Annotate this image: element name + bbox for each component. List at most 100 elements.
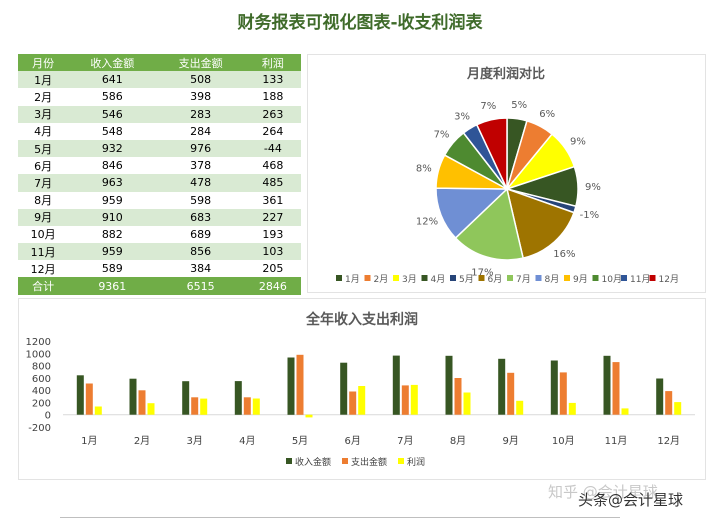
table-row: 11月 959 856 103 [18,243,301,261]
cell-month: 1月 [18,71,69,89]
cell-income: 846 [68,157,157,175]
divider [60,517,620,518]
table-row: 10月 882 689 193 [18,225,301,244]
bar [559,372,567,415]
x-tick-label: 9月 [503,435,519,447]
pie-legend-swatch [364,275,371,281]
bar [445,355,453,415]
cell-month: 2月 [18,88,69,106]
cell-income: 959 [68,243,157,261]
cell-income: 882 [68,225,157,244]
header-income: 收入金额 [68,54,157,72]
bar [252,398,260,415]
pie-legend-label: 2月 [374,274,389,285]
x-tick-label: 10月 [552,435,575,447]
cell-profit: 264 [244,122,301,140]
bar [234,381,242,415]
cell-income: 546 [68,105,157,123]
x-tick-label: 3月 [187,435,203,447]
total-profit: 2846 [244,277,301,295]
x-tick-label: 1月 [81,435,97,447]
cell-month: 4月 [18,122,69,140]
cell-month: 11月 [18,243,69,261]
bar [612,362,620,415]
table-row: 4月 548 284 264 [18,122,301,140]
pie-data-label: 12% [416,217,438,228]
x-tick-label: 5月 [292,435,308,447]
cell-income: 548 [68,122,157,140]
pie-legend-swatch [621,275,627,281]
bar [243,397,251,415]
bar-legend-swatch [398,458,404,464]
header-month: 月份 [18,54,69,72]
pie-legend-label: 5月 [459,274,474,285]
cell-expense: 856 [156,243,245,261]
pie-legend-label: 7月 [516,274,531,285]
bar [454,378,462,415]
cell-month: 12月 [18,260,69,278]
bar [621,408,629,415]
bar [200,398,208,415]
cell-profit: 133 [244,71,301,89]
bar [665,391,673,415]
cell-income: 963 [68,174,157,192]
pie-chart: 月度利润对比 5% 6% 9% 9% -1% 16% 17% 12% 8% 7% 3% 7% 1月 2月 3… [336,66,679,285]
cell-expense: 398 [156,88,245,106]
bar [568,402,576,415]
cell-expense: 283 [156,105,245,123]
cell-month: 7月 [18,174,69,192]
x-tick-label: 6月 [345,435,361,447]
cell-expense: 683 [156,208,245,226]
pie-data-label: 17% [471,267,493,278]
pie-legend-label: 3月 [402,274,417,285]
bar-legend-label: 利润 [407,456,425,468]
bar [305,414,313,418]
table-row: 1月 641 508 133 [18,71,301,89]
cell-income: 586 [68,88,157,106]
pie-legend-label: 12月 [659,274,679,285]
bar [85,383,93,415]
pie-legend-swatch [450,275,456,281]
table-row: 9月 910 683 227 [18,208,301,226]
bar [401,385,409,415]
cell-profit: 193 [244,225,301,244]
pie-legend-swatch [564,275,570,281]
bar-legend-swatch [286,458,292,464]
cell-profit: -44 [244,139,301,158]
x-tick-label: 12月 [657,435,680,447]
bar-legend-label: 收入金额 [295,456,331,468]
bar [94,406,102,415]
pie-legend-swatch [592,275,599,281]
table-row: 5月 932 976 -44 [18,139,301,158]
bar [349,391,357,415]
bar [138,390,146,415]
pie-data-label: 7% [434,129,450,140]
y-tick-label: 1200 [26,337,51,348]
cell-expense: 384 [156,260,245,278]
pie-slice [475,117,508,190]
cell-expense: 478 [156,174,245,192]
pie-data-label: 7% [480,101,496,112]
bar [603,355,611,415]
bar [410,384,418,415]
cell-profit: 361 [244,191,301,209]
pie-legend-swatch [649,275,656,281]
cell-expense: 689 [156,225,245,244]
pie-legend-label: 1月 [345,274,360,285]
pie-legend-swatch [421,275,428,281]
cell-income: 932 [68,139,157,158]
cell-month: 8月 [18,191,69,209]
pie-legend-swatch [478,275,485,281]
bar [296,354,304,415]
cell-profit: 227 [244,208,301,226]
cell-profit: 103 [244,243,301,261]
pie-legend-swatch [336,275,342,281]
table-row: 8月 959 598 361 [18,191,301,209]
table-total-row: 合计 9361 6515 2846 [18,277,301,295]
pie-data-label: 16% [553,249,575,260]
bar-legend-swatch [342,458,348,464]
bar [358,386,366,415]
header-expense: 支出金额 [156,54,245,72]
bar [507,372,515,415]
